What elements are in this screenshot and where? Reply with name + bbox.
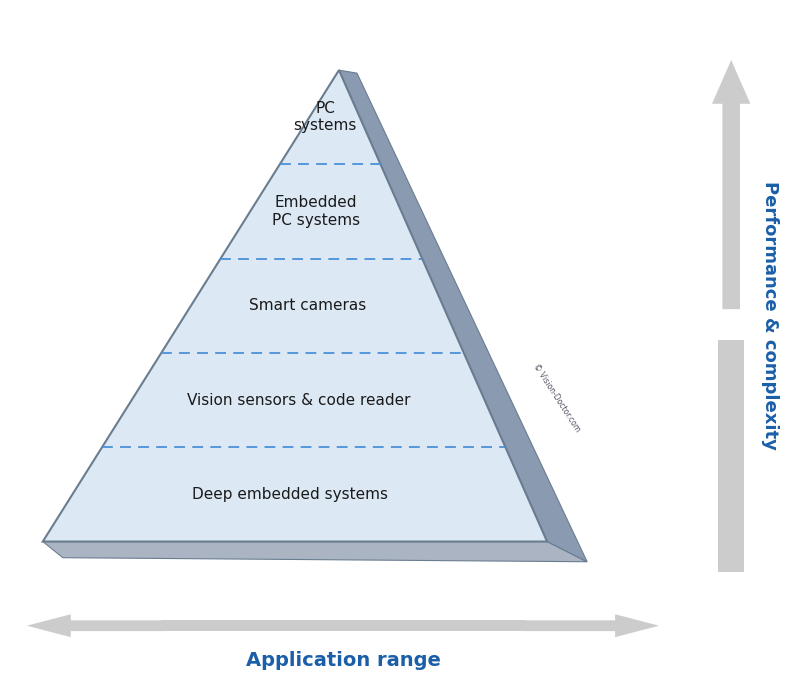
Text: Deep embedded systems: Deep embedded systems — [192, 487, 388, 502]
Bar — [161, 621, 525, 631]
Polygon shape — [339, 70, 587, 562]
Polygon shape — [712, 60, 750, 309]
Text: Application range: Application range — [246, 651, 440, 670]
Text: Embedded
PC systems: Embedded PC systems — [272, 196, 360, 227]
Text: Performance & complexity: Performance & complexity — [761, 181, 779, 450]
Bar — [718, 340, 744, 572]
Text: © Vision-Doctor.com: © Vision-Doctor.com — [532, 362, 583, 433]
Text: Vision sensors & code reader: Vision sensors & code reader — [187, 392, 410, 407]
Text: PC
systems: PC systems — [293, 101, 356, 134]
Polygon shape — [27, 614, 163, 637]
Polygon shape — [43, 70, 547, 542]
Polygon shape — [523, 614, 659, 637]
Text: Smart cameras: Smart cameras — [249, 298, 366, 313]
Polygon shape — [43, 542, 587, 562]
